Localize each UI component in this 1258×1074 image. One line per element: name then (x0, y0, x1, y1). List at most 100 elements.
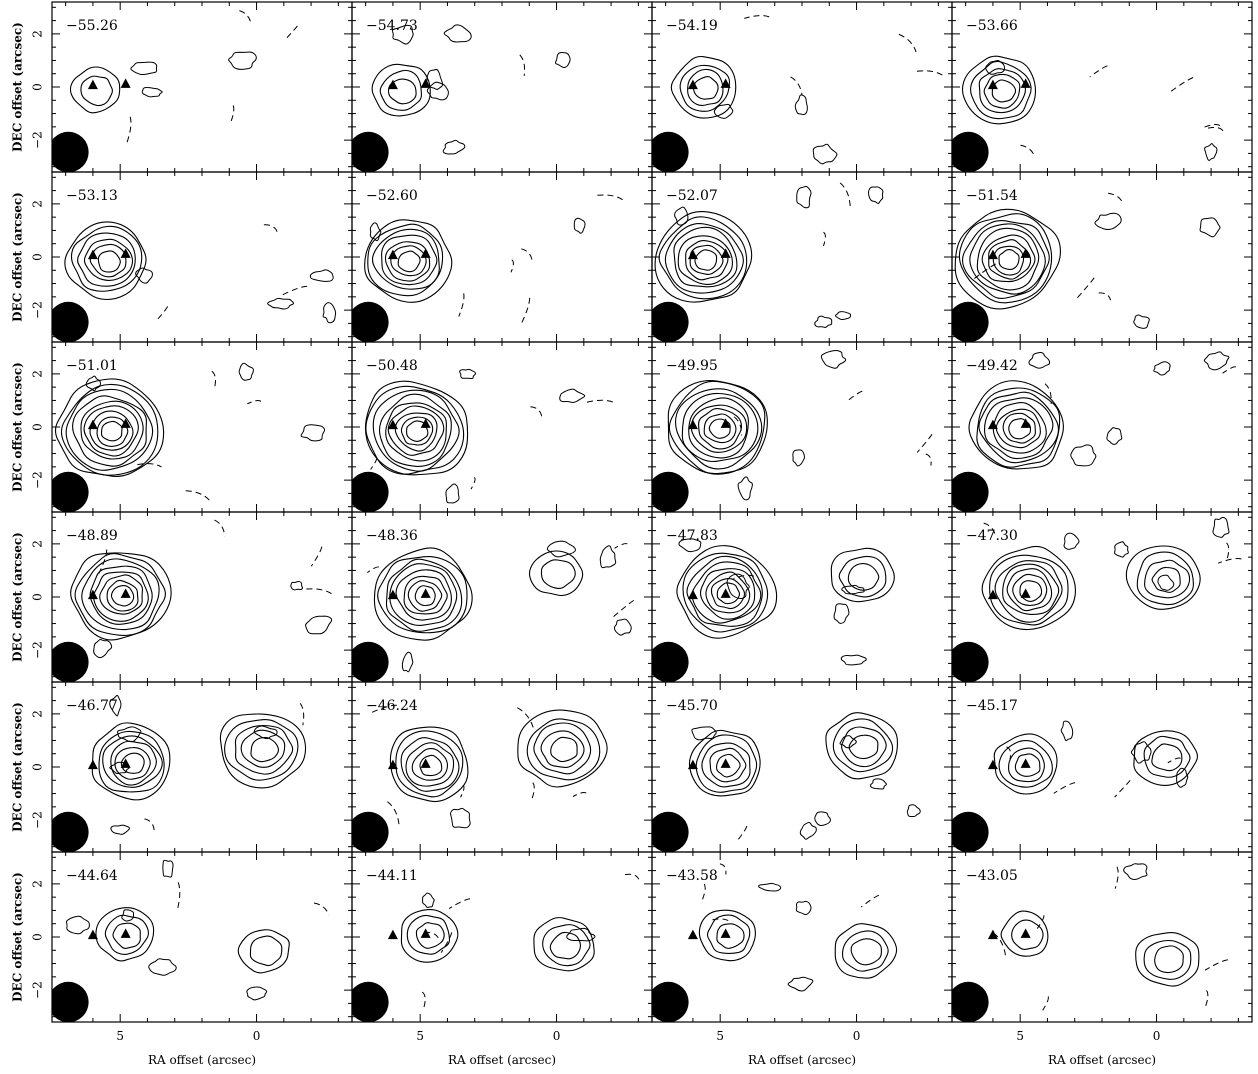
source-a-contour (365, 385, 465, 475)
source-a-contour (364, 380, 469, 476)
source-a-contour (691, 561, 762, 624)
source-b-contour (1151, 566, 1181, 593)
panel-contours (952, 55, 1224, 172)
noise-contour-negative (1207, 126, 1224, 132)
noise-contour-negative (898, 33, 917, 53)
source-marker-triangle (387, 419, 398, 430)
noise-contour-negative (521, 248, 533, 262)
source-marker-triangle (120, 758, 131, 768)
source-a-contour (682, 552, 769, 633)
noise-contour-negative (517, 707, 535, 729)
noise-contour (985, 60, 1006, 75)
source-marker-triangle (1020, 248, 1031, 258)
source-a-contour (994, 560, 1063, 623)
panel-contours (352, 24, 571, 172)
source-a-contour (988, 239, 1032, 280)
source-marker-triangle (87, 759, 98, 770)
x-axis-title: RA offset (arcsec) (148, 1053, 256, 1067)
source-a-contour (100, 420, 123, 442)
source-a-contour (968, 380, 1064, 470)
source-b-contour (240, 729, 286, 768)
source-a-contour (685, 240, 729, 281)
channel-panel: −50.48 (351, 341, 653, 513)
source-a-contour (394, 412, 438, 452)
source-a-contour (992, 402, 1047, 454)
source-a-contour (74, 553, 166, 636)
velocity-label: −45.17 (966, 698, 1018, 714)
noise-contour (442, 139, 466, 155)
y-tick-label: 2 (31, 710, 45, 718)
source-a-contour (993, 733, 1058, 795)
panel-ticks (952, 682, 1252, 852)
source-a-contour (89, 410, 134, 451)
panel-ticks (52, 342, 352, 512)
noise-contour (678, 538, 702, 553)
x-axis-title: RA offset (arcsec) (448, 1053, 556, 1067)
source-b-contour (1135, 932, 1200, 987)
source-marker-triangle (987, 759, 998, 770)
source-a-contour (688, 729, 761, 797)
source-b-contour (1133, 730, 1199, 786)
source-a-contour (705, 571, 751, 614)
noise-contour (795, 900, 812, 916)
noise-contour (228, 51, 257, 70)
panel-ticks (952, 512, 1252, 682)
source-marker-triangle (987, 929, 998, 940)
x-tick-label: 0 (253, 1029, 261, 1043)
noise-contour (1204, 143, 1218, 161)
source-a-contour (415, 922, 445, 949)
beam-ellipse (652, 471, 689, 512)
source-a-contour (371, 228, 440, 290)
x-tick-label: 0 (853, 1029, 861, 1043)
noise-contour (110, 824, 130, 835)
beam-ellipse (952, 641, 989, 682)
source-a-contour (681, 392, 759, 463)
noise-contour-negative (701, 883, 706, 902)
noise-contour-negative (185, 490, 210, 501)
channel-panel: −44.11 (351, 851, 653, 1023)
panel-contours (952, 516, 1242, 682)
source-marker-triangle (420, 418, 431, 428)
channel-map-grid: −55.26 −54.73 −54.19 −53.66 −53.13 −52.60 −52.… (51, 1, 1253, 1023)
source-a-contour (709, 747, 747, 783)
source-a-contour (679, 64, 731, 112)
noise-contour-negative (614, 543, 628, 549)
noise-contour-negative (313, 902, 330, 916)
source-a-contour (97, 250, 121, 273)
velocity-label: −49.42 (966, 358, 1018, 374)
panel-ticks (352, 682, 652, 852)
source-b-contour (832, 718, 894, 773)
channel-panel: −54.19 (651, 1, 953, 173)
source-marker-triangle (687, 759, 698, 770)
source-a-contour (690, 404, 748, 453)
noise-contour-negative (370, 704, 397, 714)
y-tick-label: −2 (31, 641, 45, 659)
beam-ellipse (352, 131, 389, 172)
source-b-contour (533, 722, 592, 775)
y-tick-label: −2 (31, 981, 45, 999)
source-a-contour (400, 416, 434, 446)
noise-contour-negative (1203, 123, 1221, 129)
source-b-contour (1154, 945, 1184, 974)
velocity-label: −47.83 (666, 528, 718, 544)
panel-contours (952, 863, 1228, 1022)
channel-panel: −54.73 (351, 1, 653, 173)
channel-panel: −49.95 (651, 341, 953, 513)
channel-panel: −43.58 (651, 851, 953, 1023)
source-a-contour (99, 574, 144, 615)
noise-contour (445, 483, 460, 504)
noise-contour-negative (306, 588, 334, 596)
velocity-label: −44.64 (66, 868, 118, 884)
channel-panel: −52.07 (651, 171, 953, 343)
noise-contour-negative (1053, 782, 1076, 794)
noise-contour (737, 476, 753, 501)
channel-panel: −47.30 (951, 511, 1253, 683)
y-axis-title: DEC offset (arcsec) (11, 22, 25, 152)
source-b-contour (550, 736, 578, 763)
noise-contour (246, 986, 268, 1001)
noise-contour-negative (367, 566, 380, 573)
channel-panel: −44.64 (51, 851, 353, 1023)
noise-contour-negative (839, 182, 851, 207)
source-a-contour (364, 219, 453, 303)
